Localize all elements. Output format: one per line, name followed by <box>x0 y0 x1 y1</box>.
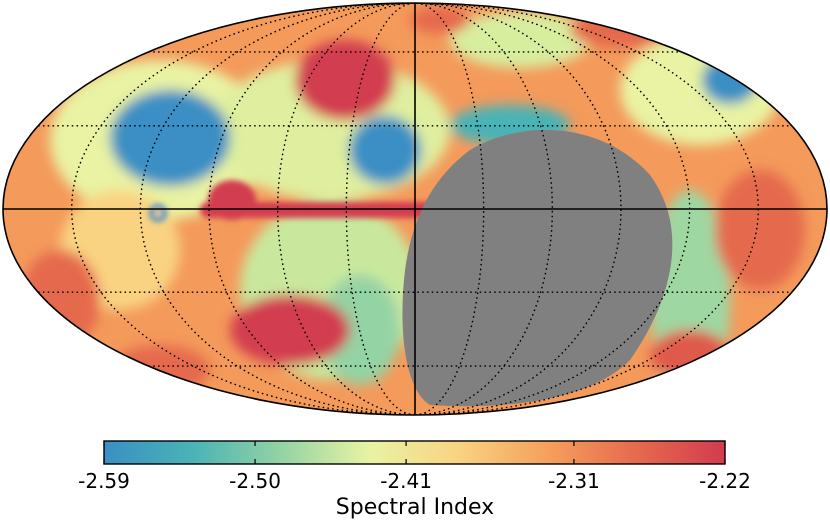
colorbar: -2.59 -2.50 -2.41 -2.31 -2.22 Spectral Index <box>78 440 751 520</box>
northern-hot-ridge <box>295 40 395 120</box>
masked-region <box>402 129 673 407</box>
map-features <box>20 6 805 410</box>
colorbar-tick-label-1: -2.50 <box>229 469 281 493</box>
colorbar-tick-label-0: -2.59 <box>78 469 130 493</box>
colorbar-ticks: -2.59 -2.50 -2.41 -2.31 -2.22 <box>78 441 751 493</box>
plane-bulge <box>208 180 256 220</box>
east-warm-region <box>715 170 805 290</box>
galactic-plane-band <box>200 202 435 218</box>
colorbar-tick-label-3: -2.31 <box>548 469 600 493</box>
galactic-features <box>149 180 435 222</box>
meridian--30 <box>414 3 485 415</box>
inner-north-blob <box>349 116 421 184</box>
south-east-warm <box>650 330 730 380</box>
colorbar-label: Spectral Index <box>336 495 494 519</box>
colorbar-tick-label-2: -2.41 <box>380 469 432 493</box>
colorbar-tick-label-4: -2.22 <box>699 469 751 493</box>
north-pole-warm <box>410 6 470 34</box>
colorbar-gradient <box>103 440 726 465</box>
far-east-blob <box>702 56 758 104</box>
small-spot-core <box>154 209 162 217</box>
southern-hot-spot <box>230 295 350 365</box>
south-green-patch <box>320 275 400 385</box>
map-border <box>2 2 828 416</box>
north-cap-band <box>450 12 590 68</box>
north-polar-blob <box>110 90 230 186</box>
meridian-90 <box>208 3 416 415</box>
